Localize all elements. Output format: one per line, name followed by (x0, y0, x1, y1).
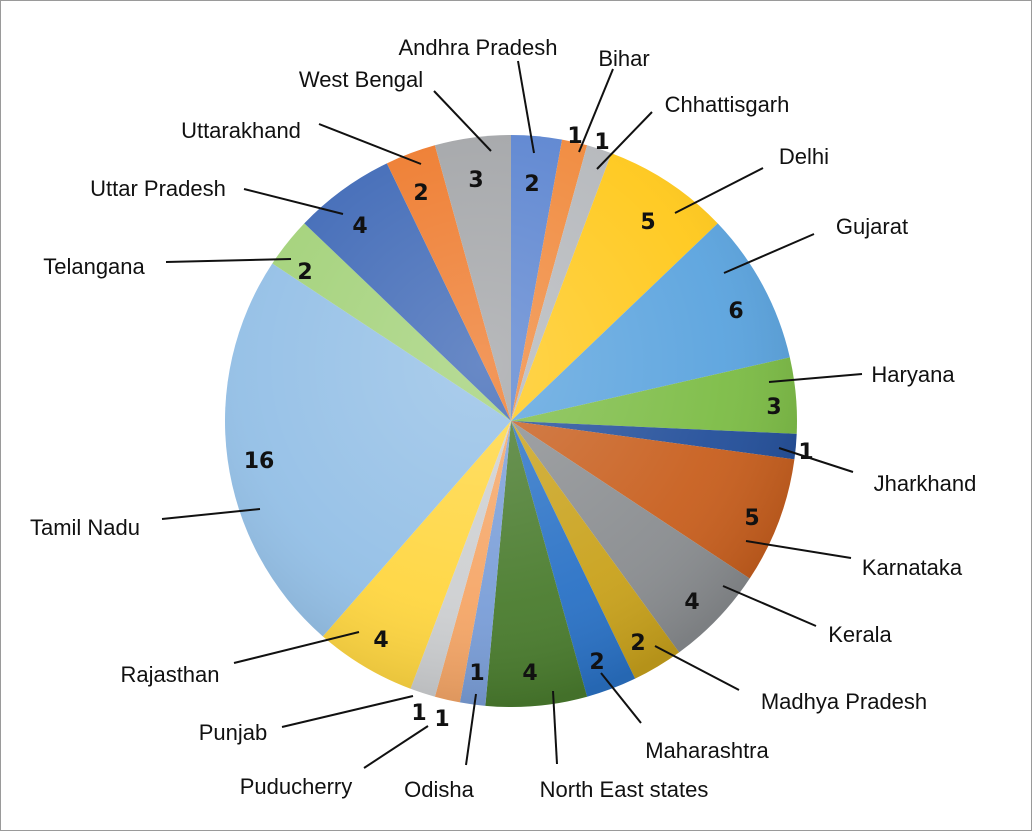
category-label: Haryana (871, 362, 955, 387)
leader-line (768, 373, 863, 383)
leader-line (433, 90, 492, 152)
data-label: 2 (297, 260, 312, 285)
category-label: Bihar (598, 46, 649, 71)
data-label: 4 (684, 590, 699, 615)
leader-line (674, 167, 764, 214)
data-label: 1 (434, 707, 449, 732)
category-label: Maharashtra (645, 738, 769, 763)
category-labels: Andhra Pradesh Bihar Chhattisgarh Delhi Guja… (30, 35, 976, 802)
category-label: Delhi (779, 144, 829, 169)
leader-line (654, 645, 740, 691)
leader-line (165, 258, 292, 263)
data-label: 2 (630, 631, 645, 656)
data-label: 1 (798, 440, 813, 465)
category-label: Telangana (43, 254, 145, 279)
category-label: Andhra Pradesh (399, 35, 558, 60)
category-label: Madhya Pradesh (761, 689, 927, 714)
data-label: 2 (589, 650, 604, 675)
leader-line (722, 585, 817, 627)
data-label: 4 (522, 661, 537, 686)
data-label: 16 (244, 449, 275, 474)
category-label: Tamil Nadu (30, 515, 140, 540)
data-label: 3 (766, 395, 781, 420)
data-label: 2 (413, 181, 428, 206)
data-label: 1 (469, 661, 484, 686)
category-label: Kerala (828, 622, 892, 647)
pie-slices (224, 135, 797, 708)
leader-line (596, 111, 653, 170)
category-label: West Bengal (299, 67, 423, 92)
data-label: 1 (567, 124, 582, 149)
category-label: Chhattisgarh (665, 92, 790, 117)
leader-line (552, 690, 558, 765)
data-label: 6 (728, 299, 743, 324)
leader-line (233, 631, 360, 664)
category-label: Jharkhand (874, 471, 977, 496)
category-label: Karnataka (862, 555, 963, 580)
category-label: Puducherry (240, 774, 353, 799)
leader-lines (161, 60, 863, 769)
category-label: Punjab (199, 720, 268, 745)
leader-line (363, 725, 429, 769)
leader-line (600, 672, 642, 724)
category-label: Odisha (404, 777, 474, 802)
data-label: 5 (744, 506, 759, 531)
data-label: 3 (468, 168, 483, 193)
category-label: Gujarat (836, 214, 908, 239)
data-label: 1 (594, 130, 609, 155)
leader-line (723, 233, 815, 274)
data-label: 4 (373, 628, 388, 653)
data-label: 2 (524, 172, 539, 197)
leader-line (778, 447, 854, 473)
leader-line (281, 695, 414, 728)
data-label: 5 (640, 210, 655, 235)
category-label: North East states (540, 777, 709, 802)
category-label: Uttarakhand (181, 118, 301, 143)
leader-line (578, 68, 614, 153)
leader-line (745, 540, 852, 559)
leader-line (318, 123, 422, 165)
leader-line (465, 693, 477, 766)
leader-line (161, 508, 261, 520)
leader-line (517, 60, 535, 154)
data-label: 4 (352, 214, 367, 239)
category-label: Rajasthan (120, 662, 219, 687)
data-label: 1 (411, 701, 426, 726)
category-label: Uttar Pradesh (90, 176, 226, 201)
leader-line (243, 188, 344, 215)
